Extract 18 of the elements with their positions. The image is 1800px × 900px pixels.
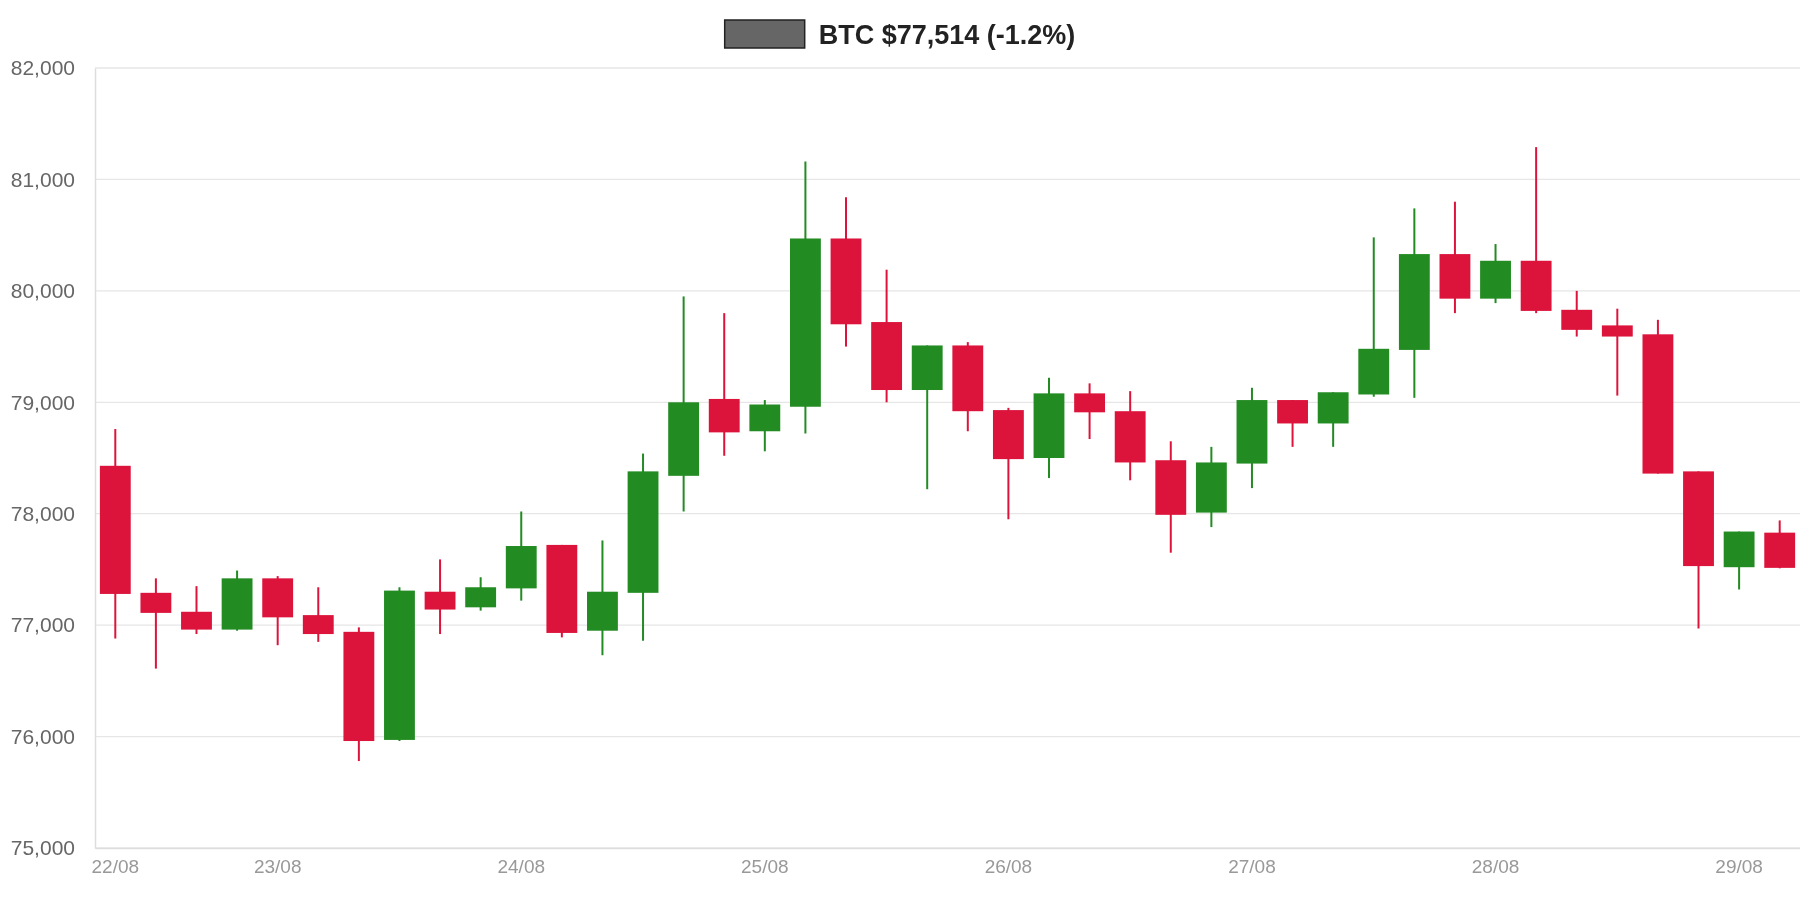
x-tick-label: 25/08	[741, 856, 789, 878]
x-tick-label: 23/08	[253, 856, 302, 878]
candlestick	[1601, 307, 1633, 397]
y-tick-label: 81,000	[10, 167, 75, 191]
y-tick-label: 75,000	[10, 836, 75, 860]
y-tick-label: 77,000	[10, 613, 75, 637]
text: BTC $77,514 (-1.2%)	[818, 20, 1076, 51]
x-tick-label: 24/08	[497, 856, 546, 878]
y-tick-label: 76,000	[10, 724, 75, 748]
y-tick-label: 82,000	[10, 56, 75, 80]
x-tick-label: 29/08	[1715, 856, 1763, 878]
x-tick-label: 26/08	[984, 856, 1033, 878]
x-tick-label: 27/08	[1228, 856, 1276, 878]
x-tick-label: 28/08	[1471, 856, 1520, 878]
x-tick-label: 22/08	[91, 856, 140, 878]
y-tick-label: 79,000	[10, 390, 75, 414]
y-tick-label: 78,000	[10, 501, 75, 525]
y-tick-label: 80,000	[10, 279, 75, 303]
